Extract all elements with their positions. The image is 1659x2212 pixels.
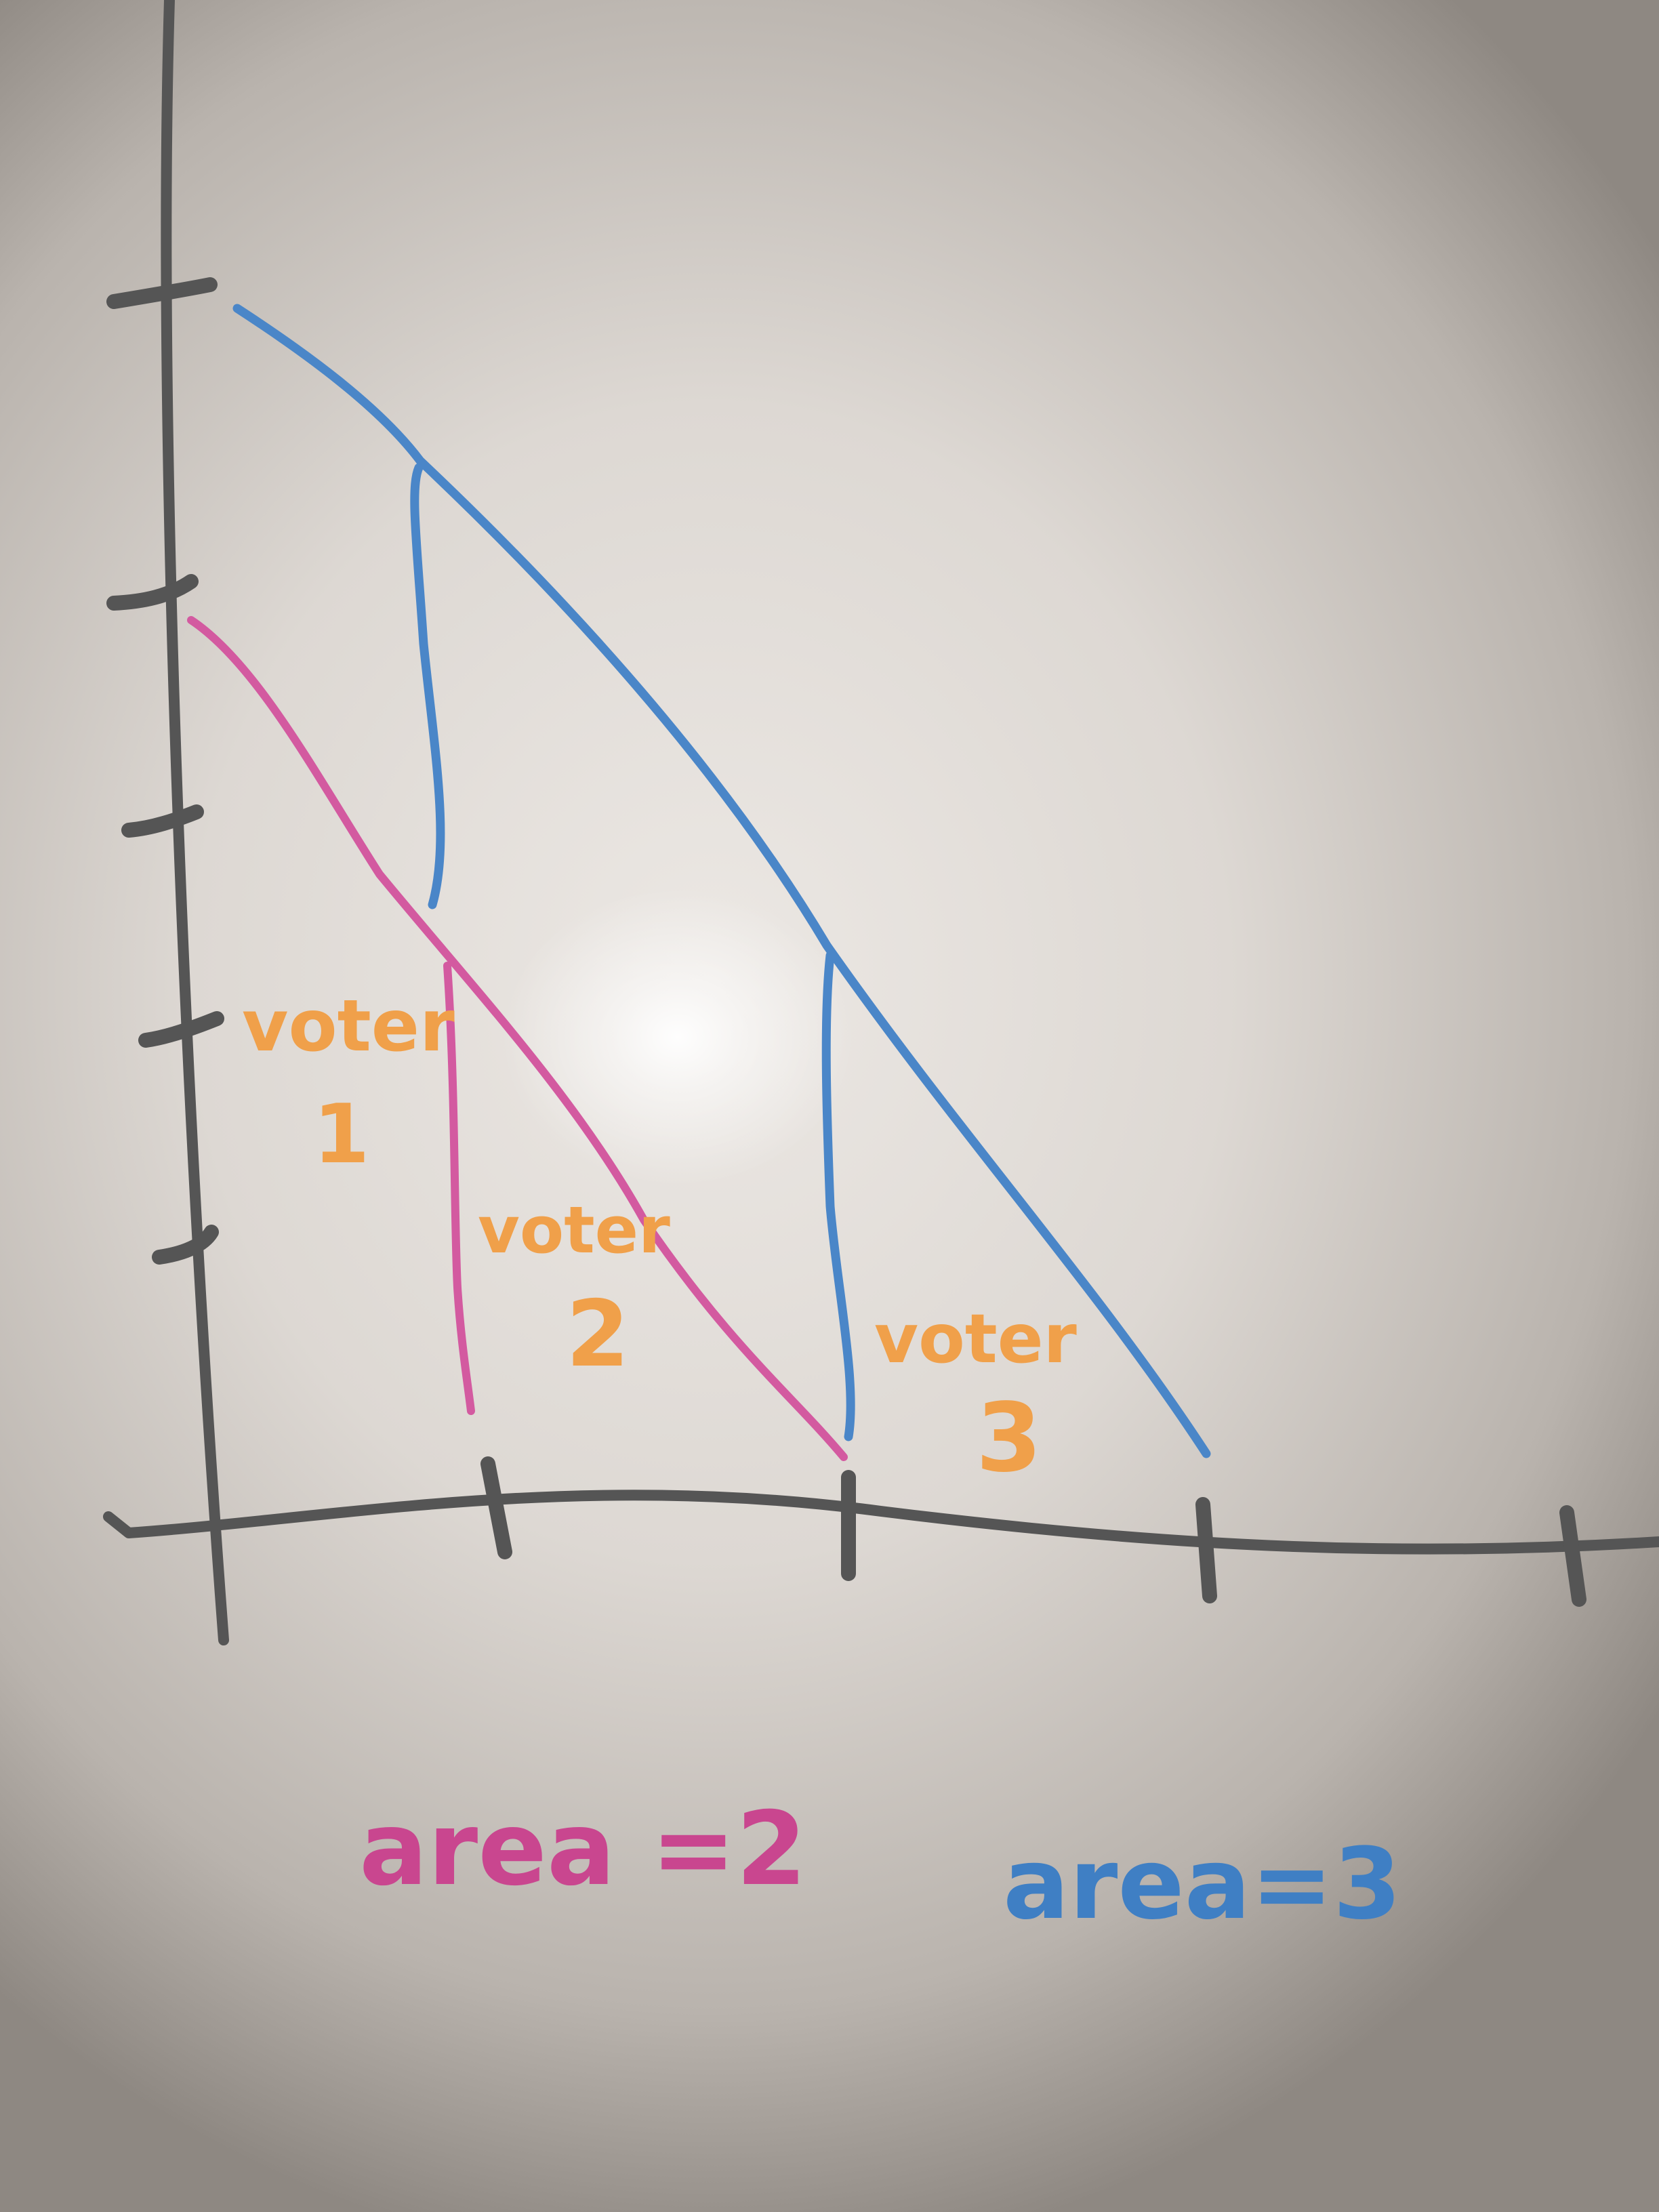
area-blue-label: area=3	[1003, 1827, 1401, 1942]
blue-demand-line-group	[232, 304, 1211, 1458]
pink-demand-line-group	[187, 616, 848, 1461]
axes	[103, 0, 1659, 1645]
voter-1-number: 1	[313, 1088, 370, 1182]
voter-2-number: 2	[566, 1281, 630, 1387]
y-tick-3	[121, 804, 204, 838]
x-tick-3	[1195, 1497, 1217, 1603]
voter-3-number: 3	[976, 1383, 1042, 1494]
blue-vertical-2	[821, 951, 855, 1441]
y-tick-4	[106, 574, 199, 611]
voter-labels: voter 1 voter 2 voter 3	[242, 985, 1078, 1494]
x-axis	[103, 1490, 1659, 1555]
x-tick-4	[1559, 1505, 1586, 1607]
blue-vertical-1	[410, 463, 445, 909]
pink-vertical	[443, 962, 475, 1415]
y-tick-5	[106, 277, 218, 309]
y-tick-1	[152, 1225, 219, 1265]
y-tick-2	[138, 1011, 224, 1048]
area-pink-label: area =2	[359, 1790, 806, 1908]
blue-line	[232, 304, 1211, 1458]
voter-3-word: voter	[874, 1299, 1078, 1378]
area-labels: area =2 area=3	[359, 1790, 1401, 1942]
pink-line	[187, 616, 848, 1461]
x-tick-1	[480, 1456, 512, 1559]
y-axis	[161, 0, 229, 1645]
voter-1-word: voter	[242, 985, 455, 1067]
voter-2-word: voter	[478, 1193, 670, 1268]
